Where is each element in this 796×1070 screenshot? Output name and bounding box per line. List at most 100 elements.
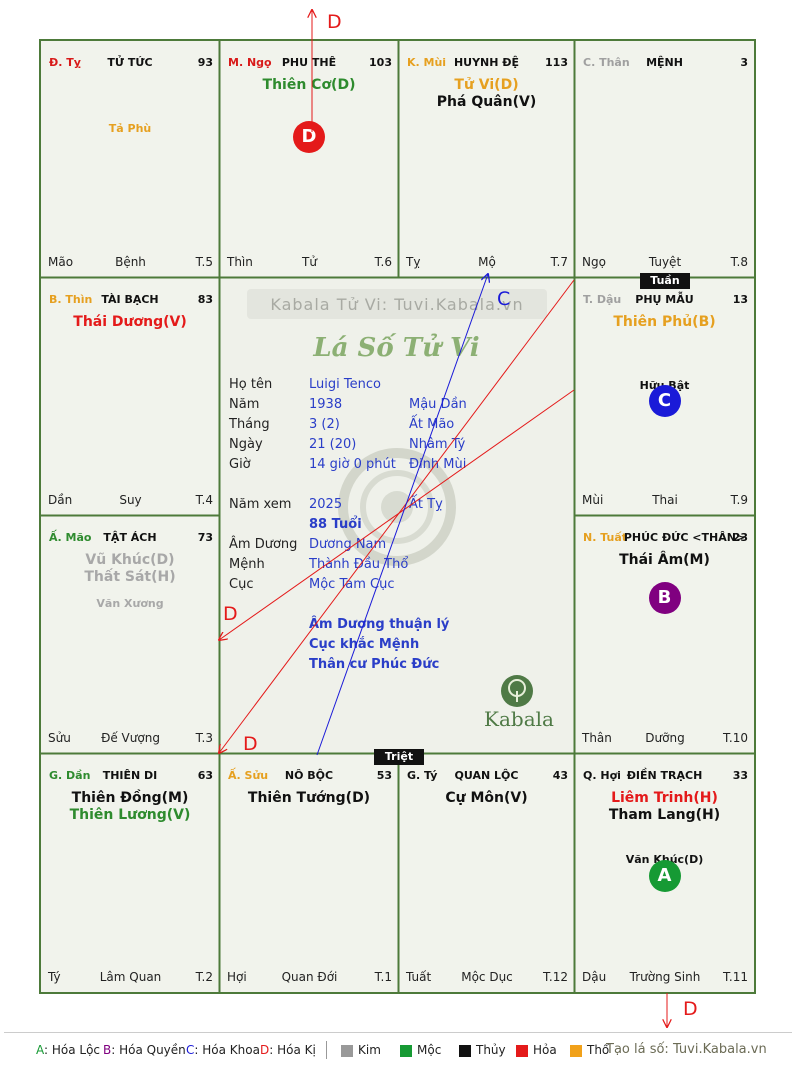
legend-separator bbox=[326, 1041, 327, 1059]
star-list: Thiên Cơ(D) bbox=[220, 77, 398, 94]
main-star[interactable]: Thiên Lương(V) bbox=[69, 807, 191, 823]
legend-element: Mộc bbox=[417, 1043, 442, 1057]
main-star[interactable]: Thiên Cơ(D) bbox=[262, 77, 356, 93]
legend-swatch bbox=[341, 1045, 353, 1057]
main-star[interactable]: Thất Sát(H) bbox=[84, 569, 176, 585]
main-star[interactable]: Thái Âm(M) bbox=[619, 552, 710, 568]
hoa-c-circle: C bbox=[648, 385, 681, 417]
palace-score: 53 bbox=[376, 769, 392, 782]
main-star[interactable]: Liêm Trinh(H) bbox=[611, 790, 718, 806]
palace-stage: Quan Đới bbox=[281, 970, 338, 984]
palace-tuat[interactable]: N. Tuất PHÚC ĐỨC <THÂN> 23 Thái Âm(M) B Thân D… bbox=[575, 516, 754, 753]
palace-branch-bottom: Ngọ bbox=[582, 255, 606, 269]
main-star[interactable]: Vũ Khúc(D) bbox=[85, 552, 175, 568]
palace-limit: T.3 bbox=[195, 731, 213, 745]
kabala-logo-text: Kabala bbox=[484, 707, 554, 731]
star-list: Thái Dương(V) bbox=[41, 314, 219, 331]
arrow-label-top: D bbox=[327, 11, 342, 33]
palace-branch-bottom: Dần bbox=[48, 493, 73, 507]
palace-dan[interactable]: G. Dần THIÊN DI 63 Thiên Đồng(M) Thiên Lương… bbox=[41, 754, 219, 992]
palace-score: 93 bbox=[197, 56, 213, 69]
palace-score: 83 bbox=[197, 293, 213, 306]
palace-than[interactable]: C. Thân MỆNH 3 Ngọ Tuyệt T.8 bbox=[575, 41, 754, 277]
star-list: Thái Âm(M) bbox=[575, 552, 754, 569]
arrow-label-bottom: D bbox=[683, 998, 698, 1020]
info-extra: Ất Tỵ bbox=[409, 497, 443, 512]
legend-element: Hỏa bbox=[533, 1043, 557, 1057]
minor-star[interactable]: Tả Phù bbox=[108, 122, 152, 135]
legend-label: : Hóa Quyền bbox=[111, 1043, 186, 1057]
palace-stage: Bệnh bbox=[115, 255, 146, 269]
info-label: Âm Dương bbox=[229, 537, 298, 552]
palace-branch-bottom: Tý bbox=[48, 970, 61, 984]
palace-stage: Lâm Quan bbox=[99, 970, 162, 984]
palace-limit: T.6 bbox=[374, 255, 392, 269]
star-list: Liêm Trinh(H) Tham Lang(H) Văn Khúc(D) bbox=[575, 790, 754, 866]
minor-star[interactable]: Văn Xương bbox=[96, 597, 164, 610]
info-label: Mệnh bbox=[229, 557, 265, 572]
info-value: 88 Tuổi bbox=[309, 517, 362, 532]
palace-thin[interactable]: B. Thìn TÀI BẠCH 83 Thái Dương(V) Dần Suy T.4 bbox=[41, 278, 219, 515]
palace-name: TỬ TỨC bbox=[107, 56, 153, 69]
main-star[interactable]: Thiên Đồng(M) bbox=[71, 790, 189, 806]
info-value: Luigi Tenco bbox=[309, 377, 381, 392]
palace-limit: T.9 bbox=[730, 493, 748, 507]
main-star[interactable]: Tử Vi(D) bbox=[454, 77, 519, 93]
palace-limit: T.12 bbox=[543, 970, 568, 984]
palace-branch-bottom: Tuất bbox=[406, 970, 432, 984]
palace-ty[interactable]: Đ. Tỵ TỬ TỨC 93 Tả Phù Mão Bệnh T.5 bbox=[41, 41, 219, 277]
credit-text: Tạo lá số: Tuvi.Kabala.vn bbox=[606, 1042, 767, 1057]
palace-stage: Mộ bbox=[478, 255, 496, 269]
palace-hoi[interactable]: Q. Hợi ĐIỀN TRẠCH 33 Liêm Trinh(H) Tham Lang… bbox=[575, 754, 754, 992]
palace-limit: T.2 bbox=[195, 970, 213, 984]
info-value: Mộc Tam Cục bbox=[309, 577, 395, 592]
palace-name: QUAN LỘC bbox=[454, 769, 519, 782]
palace-limit: T.5 bbox=[195, 255, 213, 269]
main-star[interactable]: Thái Dương(V) bbox=[73, 314, 187, 330]
chart-title: Lá Số Tử Vi bbox=[313, 333, 480, 363]
star-list: Thiên Phủ(B) Hữu Bật bbox=[575, 314, 754, 392]
hoa-d-circle: D bbox=[293, 121, 325, 153]
info-value: 3 (2) bbox=[309, 417, 340, 432]
palace-suu[interactable]: Ấ. Sửu NÔ BỘC 53 Thiên Tướng(D) Hợi Quan Đới T… bbox=[220, 754, 398, 992]
kabala-logo-icon bbox=[501, 675, 533, 707]
main-star[interactable]: Phá Quân(V) bbox=[436, 94, 537, 110]
palace-name: TẬT ÁCH bbox=[103, 531, 157, 544]
info-extra: Nhâm Tý bbox=[409, 437, 466, 452]
palace-tyy[interactable]: G. Tý QUAN LỘC 43 Cự Môn(V) Tuất Mộc Dục T.12 bbox=[399, 754, 574, 992]
legend-hoa-b: B: Hóa Quyền bbox=[103, 1043, 186, 1057]
palace-ngo[interactable]: M. Ngọ PHU THÊ 103 Thiên Cơ(D) D Thìn Tử T.6 bbox=[220, 41, 398, 277]
palace-limit: T.4 bbox=[195, 493, 213, 507]
main-star[interactable]: Thiên Phủ(B) bbox=[613, 314, 716, 330]
legend-key: C bbox=[186, 1043, 195, 1057]
palace-score: 43 bbox=[552, 769, 568, 782]
palace-dau[interactable]: T. Dậu PHỤ MẪU 13 Thiên Phủ(B) Hữu Bật C Mùi Th… bbox=[575, 278, 754, 515]
legend-hoa-c: C: Hóa Khoa bbox=[186, 1043, 260, 1057]
palace-score: 113 bbox=[545, 56, 568, 69]
star-list: Tử Vi(D) Phá Quân(V) bbox=[399, 77, 574, 111]
palace-mui[interactable]: K. Mùi HUYNH ĐỆ 113 Tử Vi(D) Phá Quân(V) Tỵ Mộ… bbox=[399, 41, 574, 277]
star-list: Cự Môn(V) bbox=[399, 790, 574, 807]
palace-limit: T.8 bbox=[730, 255, 748, 269]
main-star[interactable]: Cự Môn(V) bbox=[445, 790, 528, 806]
palace-name: TÀI BẠCH bbox=[101, 293, 159, 306]
info-label: Cục bbox=[229, 577, 254, 592]
legend-hoa-a: A: Hóa Lộc bbox=[36, 1043, 100, 1057]
legend-swatch bbox=[400, 1045, 412, 1057]
info-label: Năm bbox=[229, 397, 260, 412]
arrow-label-left-mid: D bbox=[223, 603, 238, 625]
legend-swatch bbox=[516, 1045, 528, 1057]
palace-branch-bottom: Hợi bbox=[227, 970, 247, 984]
palace-name: NÔ BỘC bbox=[284, 769, 334, 782]
info-label: Tháng bbox=[229, 417, 270, 432]
palace-score: 3 bbox=[740, 56, 748, 69]
star-list: Tả Phù bbox=[41, 77, 219, 136]
palace-mao[interactable]: Ấ. Mão TẬT ÁCH 73 Vũ Khúc(D) Thất Sát(H) Văn … bbox=[41, 516, 219, 753]
palace-score: 33 bbox=[732, 769, 748, 782]
center-panel: Kabala Tử Vi: Tuvi.Kabala.vn Lá Số Tử Vi… bbox=[219, 277, 574, 753]
main-star[interactable]: Tham Lang(H) bbox=[608, 807, 721, 823]
legend-key: A bbox=[36, 1043, 44, 1057]
palace-score: 23 bbox=[732, 531, 748, 544]
main-star[interactable]: Thiên Tướng(D) bbox=[247, 790, 371, 806]
legend-label: : Hóa Khoa bbox=[194, 1043, 260, 1057]
